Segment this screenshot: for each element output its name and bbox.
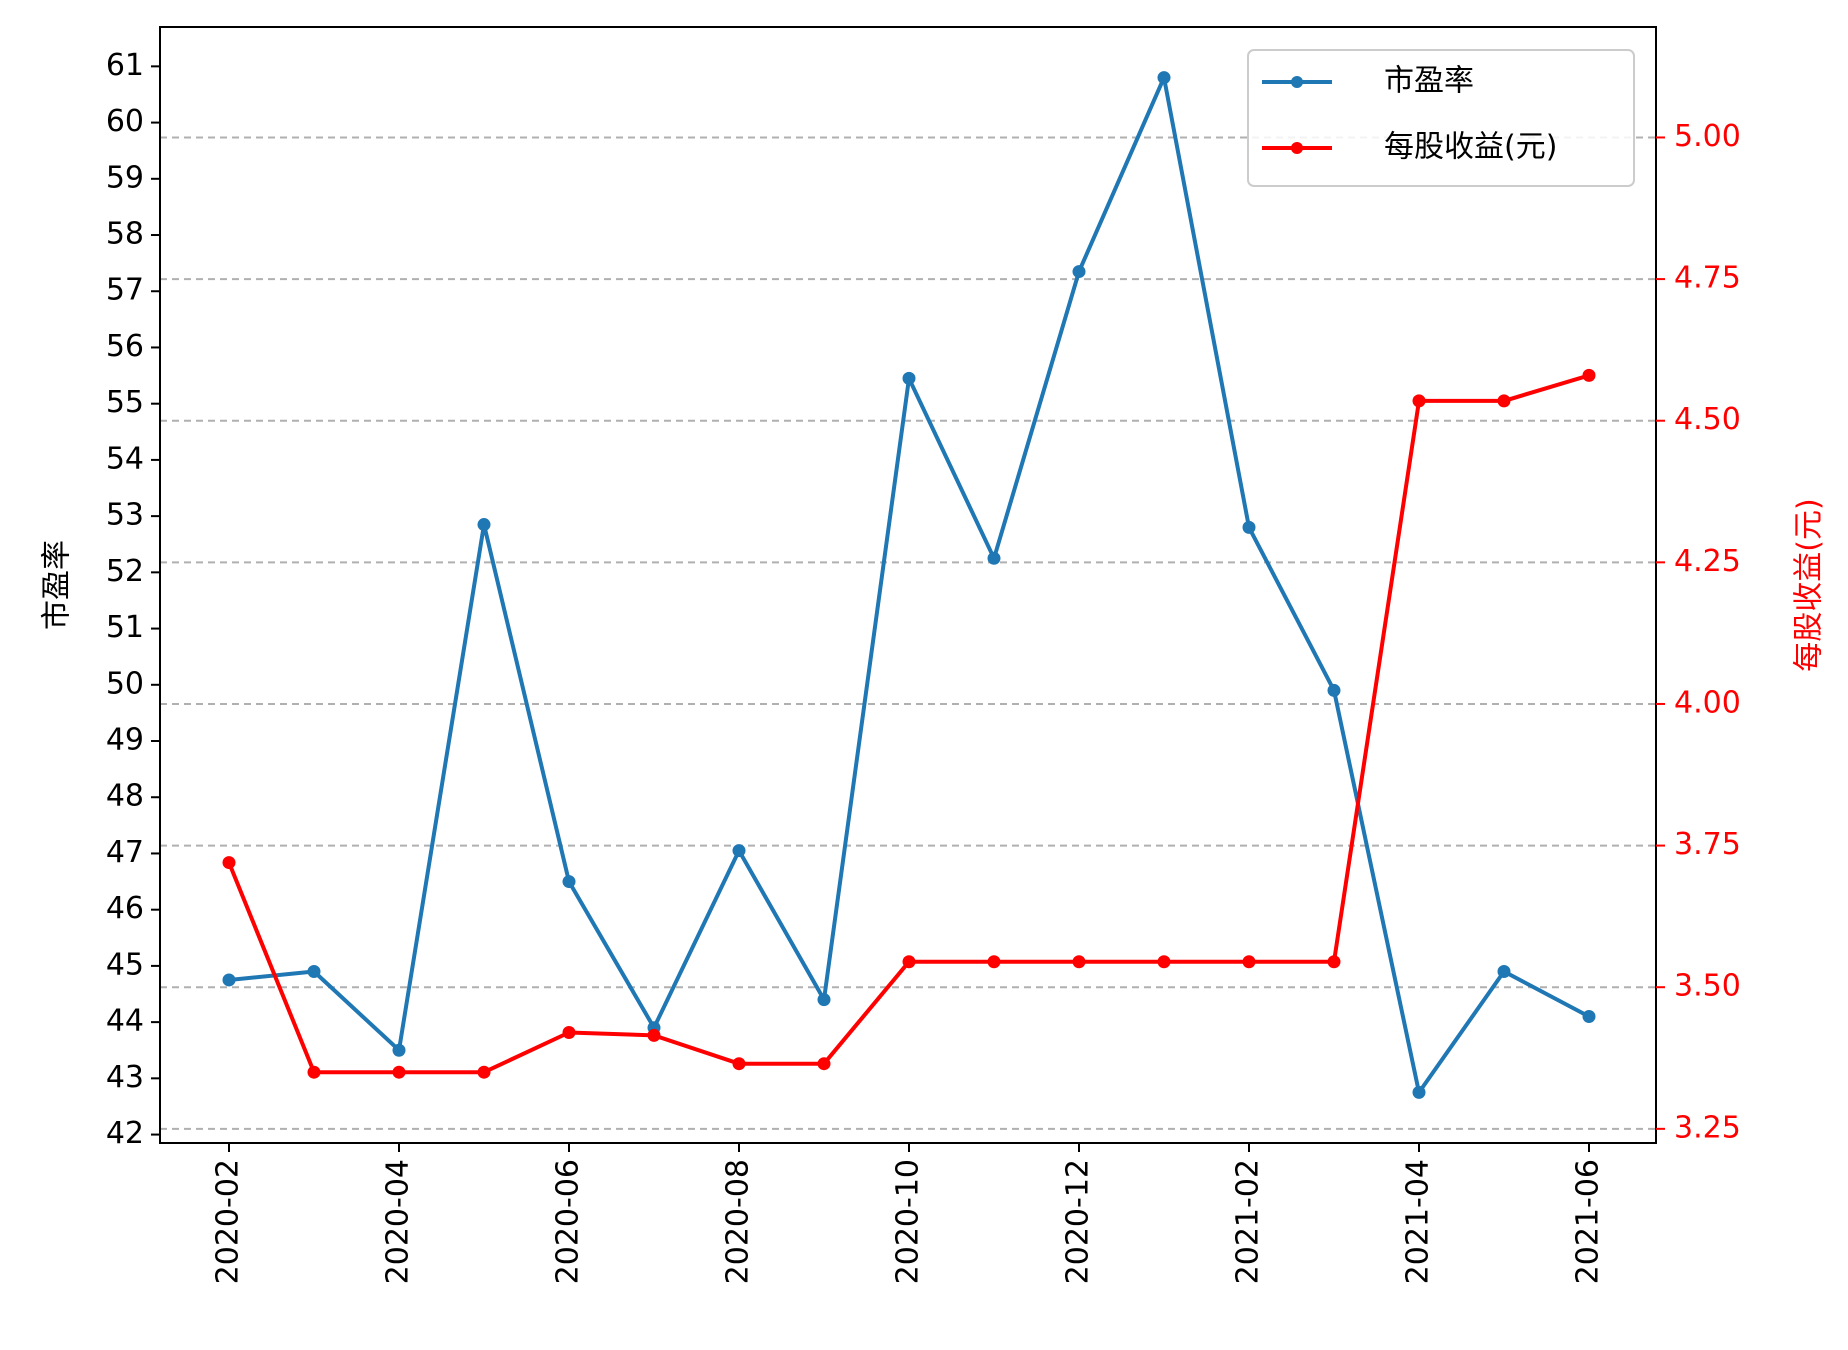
data-point xyxy=(562,1026,576,1040)
y-left-tick-label: 44 xyxy=(106,1004,144,1039)
y-axis-title-left: 市盈率 xyxy=(40,540,75,630)
x-tick-label: 2020-04 xyxy=(381,1159,416,1284)
data-point xyxy=(1072,955,1086,969)
y-left-tick-label: 57 xyxy=(106,273,144,308)
data-point xyxy=(817,1057,831,1071)
data-point xyxy=(987,955,1001,969)
y-left-tick-label: 61 xyxy=(106,48,144,83)
x-tick-label: 2020-12 xyxy=(1061,1159,1096,1284)
x-tick-label: 2020-06 xyxy=(551,1159,586,1284)
data-point xyxy=(1582,1010,1596,1024)
x-axis: 2020-02 2020-04 2020-06 2020-08 2020-10 2020-… xyxy=(211,1143,1606,1284)
series-1 xyxy=(222,368,1596,1079)
y-axis-title-right: 每股收益(元) xyxy=(1792,498,1827,671)
y-right-tick-label: 5.00 xyxy=(1674,119,1741,154)
data-point xyxy=(1582,368,1596,382)
data-point xyxy=(732,1057,746,1071)
data-point xyxy=(1412,1085,1426,1099)
y-left-tick-label: 49 xyxy=(106,723,144,758)
data-point xyxy=(817,993,831,1007)
y-left-tick-label: 56 xyxy=(106,329,144,364)
legend-box xyxy=(1247,49,1635,187)
y-right-tick-label: 4.25 xyxy=(1674,544,1741,579)
y-left-tick-label: 48 xyxy=(106,779,144,814)
x-tick-label: 2021-02 xyxy=(1231,1159,1266,1284)
y-left-tick-label: 45 xyxy=(106,947,144,982)
data-point xyxy=(1157,71,1171,85)
y-left-tick-label: 51 xyxy=(106,610,144,645)
y-left-tick-label: 42 xyxy=(106,1116,144,1151)
data-point xyxy=(1242,520,1256,534)
data-point xyxy=(647,1028,661,1042)
series-layer xyxy=(222,71,1596,1099)
x-tick-label: 2021-04 xyxy=(1401,1159,1436,1284)
legend-label-series-0: 市盈率 xyxy=(1384,64,1474,99)
legend-marker-series-0 xyxy=(1291,76,1303,88)
data-point xyxy=(477,1065,491,1079)
data-point xyxy=(222,973,236,987)
y-right-tick-label: 4.75 xyxy=(1674,261,1741,296)
y-left-tick-label: 54 xyxy=(106,441,144,476)
data-point xyxy=(987,551,1001,565)
left-axis: 42 43 44 45 46 47 48 49 50 51 52 53 54 55 56 57 58 59 60 61 xyxy=(106,48,160,1151)
data-point xyxy=(1497,394,1511,408)
right-axis: 3.25 3.50 3.75 4.00 4.25 4.50 4.75 5.00 xyxy=(1656,119,1741,1145)
data-point xyxy=(477,518,491,532)
y-left-tick-label: 55 xyxy=(106,385,144,420)
data-point xyxy=(1412,394,1426,408)
data-point xyxy=(1157,955,1171,969)
data-point xyxy=(1072,265,1086,279)
y-left-tick-label: 47 xyxy=(106,835,144,870)
legend-marker-series-1 xyxy=(1291,142,1303,154)
x-tick-label: 2020-02 xyxy=(211,1159,246,1284)
y-right-tick-label: 3.75 xyxy=(1674,827,1741,862)
y-left-tick-label: 58 xyxy=(106,217,144,252)
y-right-tick-label: 3.50 xyxy=(1674,969,1741,1004)
data-point xyxy=(732,844,746,858)
data-point xyxy=(902,371,916,385)
data-point xyxy=(307,1065,321,1079)
y-left-tick-label: 46 xyxy=(106,891,144,926)
data-point xyxy=(1497,965,1511,979)
x-tick-label: 2021-06 xyxy=(1571,1159,1606,1284)
y-left-tick-label: 52 xyxy=(106,554,144,589)
data-point xyxy=(902,955,916,969)
y-left-tick-label: 43 xyxy=(106,1060,144,1095)
y-right-tick-label: 3.25 xyxy=(1674,1110,1741,1145)
legend-label-series-1: 每股收益(元) xyxy=(1384,130,1557,165)
y-right-tick-label: 4.50 xyxy=(1674,402,1741,437)
y-left-tick-label: 53 xyxy=(106,498,144,533)
data-point xyxy=(1327,955,1341,969)
data-point xyxy=(1327,683,1341,697)
y-left-tick-label: 59 xyxy=(106,160,144,195)
data-point xyxy=(562,875,576,889)
legend: 市盈率 每股收益(元) xyxy=(1247,49,1635,187)
y-left-tick-label: 60 xyxy=(106,104,144,139)
data-point xyxy=(222,856,236,870)
y-right-tick-label: 4.00 xyxy=(1674,685,1741,720)
data-point xyxy=(392,1065,406,1079)
x-tick-label: 2020-10 xyxy=(891,1159,926,1284)
data-point xyxy=(1242,955,1256,969)
data-point xyxy=(392,1043,406,1057)
y-left-tick-label: 50 xyxy=(106,666,144,701)
grid-lines xyxy=(160,136,1656,1130)
x-tick-label: 2020-08 xyxy=(721,1159,756,1284)
data-point xyxy=(307,965,321,979)
